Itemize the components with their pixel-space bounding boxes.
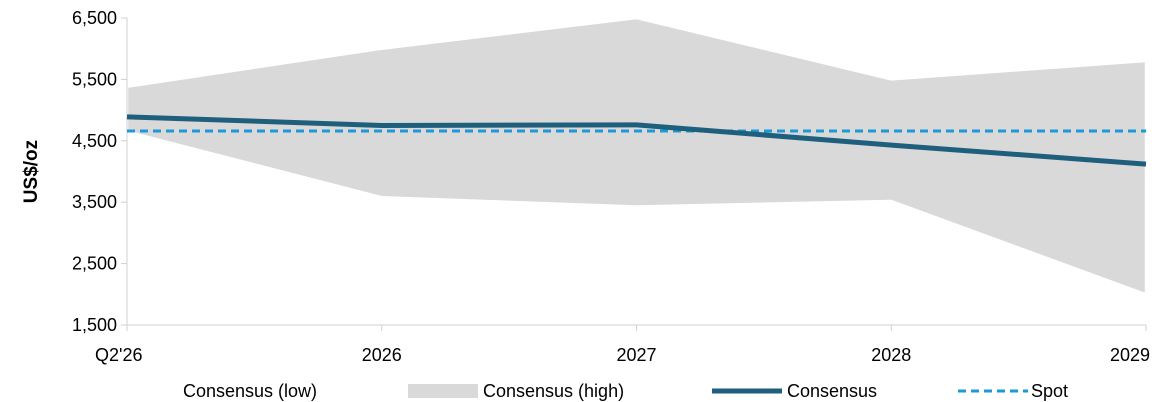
legend-label-spot: Spot <box>1031 381 1068 401</box>
line-layer <box>126 114 1147 167</box>
legend-label-consensus-low: Consensus (low) <box>183 381 317 401</box>
legend: Consensus (low) Consensus (high) Consensus… <box>183 381 1068 401</box>
legend-label-consensus: Consensus <box>787 381 877 401</box>
x-tick-label: 2029 <box>1110 345 1150 365</box>
y-tick-label: 1,500 <box>72 315 117 335</box>
y-axis-title: US$/oz <box>21 140 42 203</box>
label-layer: 1,500 2,500 3,500 4,500 5,500 6,500 Q2'26 2026 2… <box>21 8 1150 365</box>
y-tick-label: 2,500 <box>72 254 117 274</box>
axis-layer <box>121 17 1147 331</box>
legend-label-consensus-high: Consensus (high) <box>483 381 624 401</box>
consensus-line <box>126 114 1147 167</box>
x-tick-label: 2027 <box>616 345 656 365</box>
consensus-range-band <box>125 16 1148 297</box>
y-tick-label: 3,500 <box>72 192 117 212</box>
y-tick-label: 5,500 <box>72 69 117 89</box>
band-layer <box>125 16 1148 297</box>
x-tick-label: Q2'26 <box>95 345 142 365</box>
x-tick-label: 2028 <box>871 345 911 365</box>
y-tick-label: 4,500 <box>72 131 117 151</box>
y-tick-label: 6,500 <box>72 8 117 28</box>
legend-swatch-consensus-high <box>408 384 478 398</box>
x-tick-label: 2026 <box>362 345 402 365</box>
